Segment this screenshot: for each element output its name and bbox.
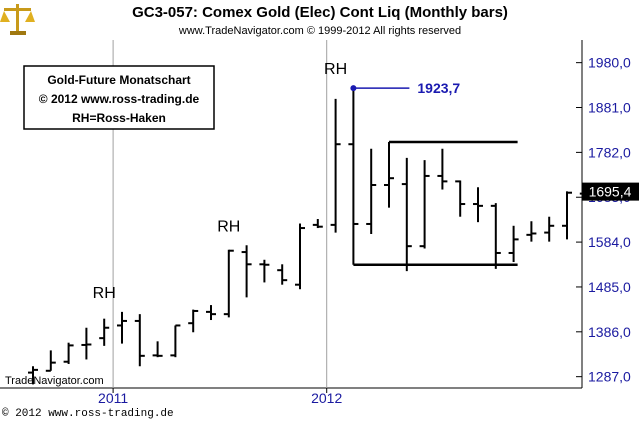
price-bar xyxy=(117,311,127,344)
rh-annotation: RH xyxy=(324,61,347,78)
price-bar xyxy=(259,259,270,283)
price-bar xyxy=(348,88,359,265)
y-tick-label: 1287,0 xyxy=(588,369,631,385)
price-bar xyxy=(81,327,92,360)
price-bar xyxy=(170,324,181,358)
price-bar xyxy=(241,245,252,298)
y-tick-label: 1386,0 xyxy=(588,324,631,340)
x-axis-ticks: 2011 2012 xyxy=(98,388,342,406)
legend-box-frame xyxy=(23,65,215,130)
price-bar xyxy=(544,216,555,242)
price-bars xyxy=(28,88,590,385)
legend-box-line-1: Gold-Future Monatschart xyxy=(47,73,190,87)
footer-copyright: © 2012 www.ross-trading.de xyxy=(2,408,174,420)
price-bar xyxy=(366,148,377,234)
price-bar xyxy=(45,350,56,372)
scales-of-justice-icon xyxy=(0,4,35,35)
price-bar xyxy=(508,225,519,263)
y-tick-label: 1584,0 xyxy=(588,234,631,250)
price-bar xyxy=(562,191,572,240)
y-tick-label: 1980,0 xyxy=(588,55,631,71)
y-tick-label: 1881,0 xyxy=(588,100,631,116)
x-tick-label: 2012 xyxy=(311,390,342,406)
x-tick-label: 2011 xyxy=(98,390,128,406)
price-bar xyxy=(28,366,38,385)
price-bar xyxy=(330,98,341,233)
rh-annotation: RH xyxy=(217,218,240,235)
chart-subtitle: www.TradeNavigator.com © 1999-2012 All r… xyxy=(178,25,461,37)
price-bar xyxy=(455,180,466,217)
annotations: RH RH RH 1923,7 xyxy=(93,61,461,302)
price-bar xyxy=(401,157,412,272)
price-bar xyxy=(490,203,501,269)
price-bar xyxy=(526,221,537,242)
brand-watermark: TradeNavigator.com xyxy=(5,375,104,387)
chart-title: GC3-057: Comex Gold (Elec) Cont Liq (Mon… xyxy=(132,4,508,21)
price-bar xyxy=(419,160,430,249)
price-bar xyxy=(99,318,110,346)
price-bar xyxy=(384,141,394,208)
price-bar xyxy=(223,249,234,318)
high-marker-label: 1923,7 xyxy=(417,80,460,96)
price-bar xyxy=(152,341,163,358)
legend-box-line-3: RH=Ross-Haken xyxy=(72,111,166,125)
last-value-marker: 1695,4 xyxy=(582,182,639,201)
rh-annotation: RH xyxy=(93,285,116,302)
range-lines xyxy=(353,140,518,266)
price-bar xyxy=(437,148,448,190)
price-bar xyxy=(473,187,483,223)
y-axis-ticks: 1287,01386,01485,01584,01683,01782,01881… xyxy=(576,55,631,385)
price-bar xyxy=(63,342,74,364)
last-value-label: 1695,4 xyxy=(589,184,632,200)
price-bar xyxy=(295,223,305,290)
price-bar xyxy=(277,264,288,285)
last-value-background xyxy=(582,182,639,201)
price-bar xyxy=(312,218,323,229)
y-tick-label: 1485,0 xyxy=(588,279,631,295)
price-bar xyxy=(188,309,199,333)
legend-box-line-2: © 2012 www.ross-trading.de xyxy=(39,92,200,106)
legend-box: Gold-Future Monatschart © 2012 www.ross-… xyxy=(23,65,215,130)
y-tick-label: 1782,0 xyxy=(588,144,631,160)
price-bar xyxy=(134,314,145,367)
price-bar xyxy=(206,305,216,321)
